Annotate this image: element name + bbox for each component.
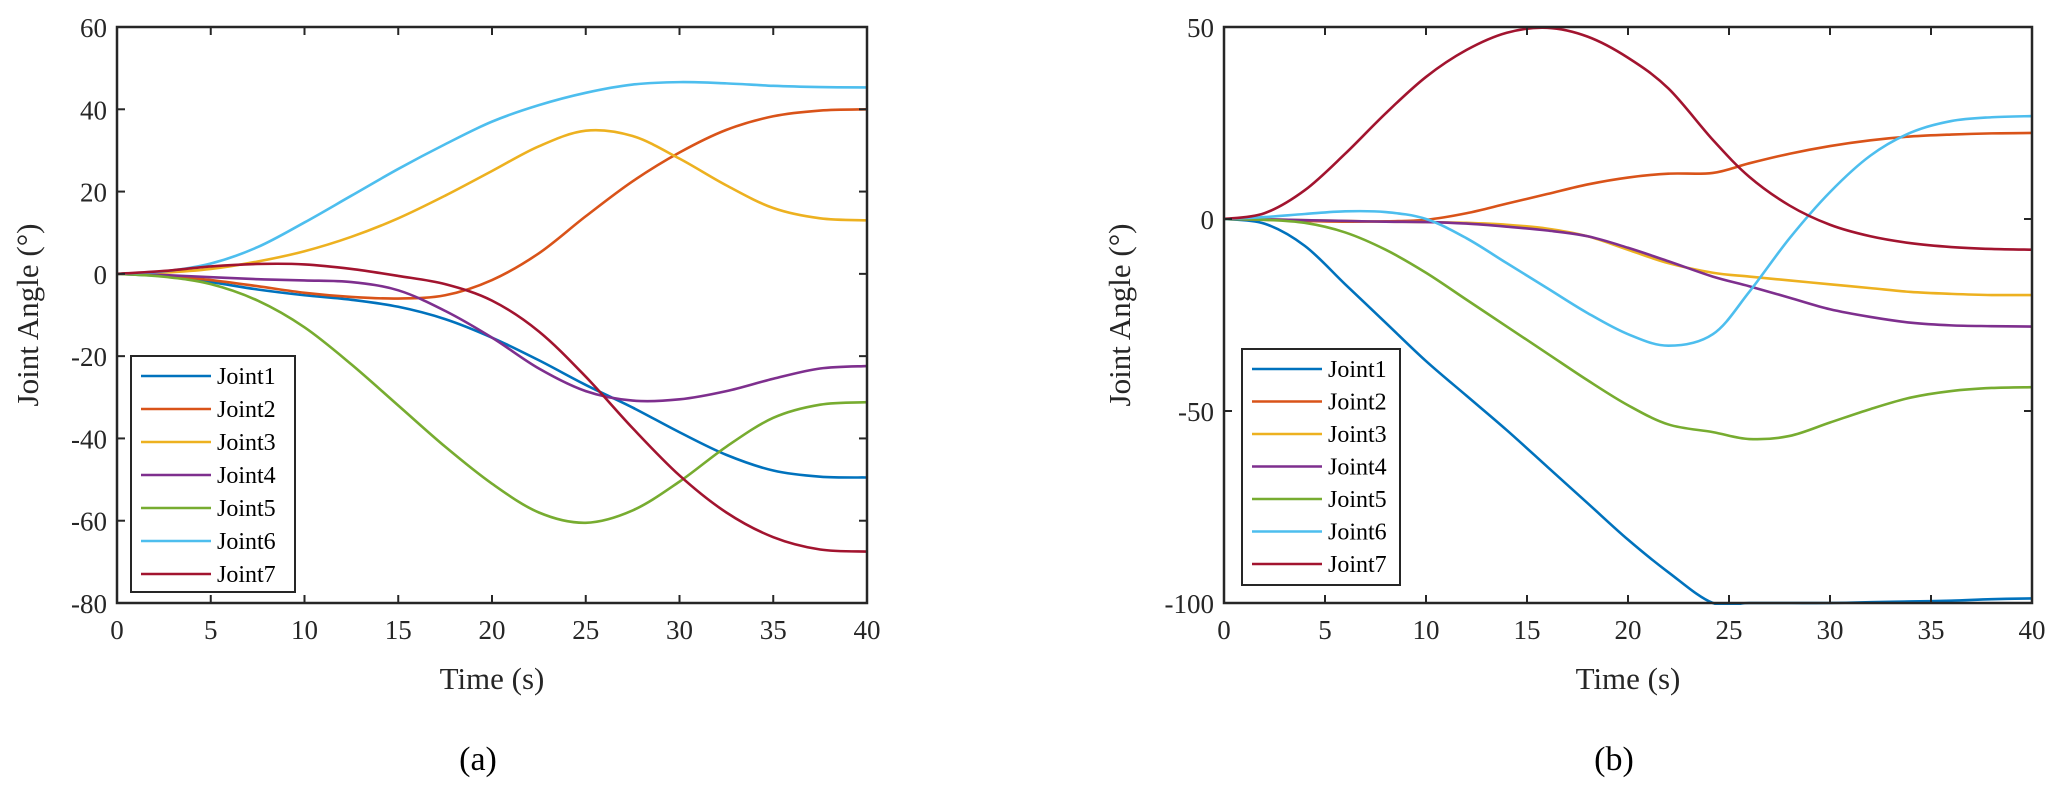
x-tick-label: 10 (291, 615, 318, 645)
legend-label: Joint6 (217, 529, 276, 555)
legend-label: Joint5 (217, 496, 276, 522)
chart-panel-a: 0 5 10 15 20 25 30 35 40 -80 -60 -40 -20 0 20 40 60 Time… (10, 13, 881, 778)
x-axis-label: Time (s) (440, 661, 545, 696)
legend: Joint1 Joint2 Joint3 Joint4 Joint5 Joint6 Join… (130, 355, 296, 593)
series-line-joint3 (117, 128, 867, 276)
legend-label: Joint3 (217, 430, 276, 456)
x-tick-label: 20 (479, 615, 506, 645)
legend-item: Joint3 (141, 430, 276, 456)
axis-ticks (1223, 26, 2033, 604)
x-tick-label: 5 (204, 615, 218, 645)
series-line-joint5 (1224, 217, 2032, 441)
y-tick-label: 50 (1187, 13, 1214, 43)
x-tick-label: 35 (1918, 615, 1945, 645)
series-lines (117, 80, 867, 553)
x-tick-label: 15 (1514, 615, 1541, 645)
series-line-joint6 (117, 80, 867, 276)
tick-labels: 0 5 10 15 20 25 30 35 40 -100 -50 0 50 (1165, 13, 2046, 645)
legend-item: Joint2 (141, 397, 276, 423)
legend: Joint1 Joint2 Joint3 Joint4 Joint5 Joint6 Join… (1241, 348, 1401, 586)
legend-item: Joint6 (1252, 520, 1387, 546)
x-tick-label: 40 (2019, 615, 2046, 645)
panel-caption: (b) (1594, 741, 1634, 778)
y-tick-label: -40 (71, 424, 107, 454)
legend-label: Joint2 (1328, 390, 1387, 416)
legend-label: Joint4 (1328, 455, 1387, 481)
x-tick-label: 15 (385, 615, 412, 645)
y-tick-label: 40 (80, 95, 107, 125)
legend-label: Joint1 (1328, 357, 1387, 383)
y-tick-label: -20 (71, 342, 107, 372)
series-line-joint2 (117, 107, 867, 300)
tick-labels: 0 5 10 15 20 25 30 35 40 -80 -60 -40 -20 0 20 40 60 (71, 13, 881, 645)
x-tick-label: 20 (1615, 615, 1642, 645)
series-line-joint4 (1224, 217, 2032, 328)
legend-label: Joint4 (217, 463, 276, 489)
legend-item: Joint7 (1252, 552, 1387, 578)
chart-panel-b: 0 5 10 15 20 25 30 35 40 -100 -50 0 50 Time (s) Join… (1102, 13, 2046, 778)
series-line-joint5 (117, 272, 867, 525)
series-line-joint2 (1224, 131, 2032, 224)
x-tick-label: 30 (1817, 615, 1844, 645)
x-tick-label: 30 (666, 615, 693, 645)
x-tick-label: 35 (760, 615, 787, 645)
x-axis-label: Time (s) (1576, 661, 1681, 696)
legend-item: Joint4 (141, 463, 276, 489)
y-tick-label: 0 (1201, 205, 1215, 235)
axis-ticks (116, 26, 868, 604)
series-line-joint1 (1224, 217, 2032, 605)
legend-item: Joint5 (141, 496, 276, 522)
legend-item: Joint3 (1252, 422, 1387, 448)
legend-item: Joint1 (141, 364, 276, 390)
panel-caption: (a) (459, 741, 497, 778)
legend-item: Joint6 (141, 529, 276, 555)
x-tick-label: 25 (572, 615, 599, 645)
legend-item: Joint4 (1252, 455, 1387, 481)
x-tick-label: 40 (854, 615, 881, 645)
x-tick-label: 25 (1716, 615, 1743, 645)
legend-label: Joint3 (1328, 422, 1387, 448)
series-lines (1224, 26, 2032, 605)
legend-item: Joint1 (1252, 357, 1387, 383)
x-tick-label: 5 (1318, 615, 1332, 645)
y-tick-label: 60 (80, 13, 107, 43)
x-tick-label: 10 (1413, 615, 1440, 645)
legend-item: Joint2 (1252, 390, 1387, 416)
y-tick-label: 0 (94, 260, 108, 290)
x-tick-label: 0 (110, 615, 124, 645)
legend-label: Joint2 (217, 397, 276, 423)
legend-label: Joint1 (217, 364, 276, 390)
series-line-joint6 (1224, 114, 2032, 348)
y-axis-label: Joint Angle (°) (10, 224, 45, 407)
legend-label: Joint5 (1328, 487, 1387, 513)
x-tick-label: 0 (1217, 615, 1231, 645)
series-line-joint7 (117, 262, 867, 553)
y-tick-label: -100 (1165, 589, 1215, 619)
legend-item: Joint7 (141, 562, 276, 588)
series-line-joint4 (117, 272, 867, 403)
legend-label: Joint7 (1328, 552, 1387, 578)
y-tick-label: -50 (1178, 397, 1214, 427)
legend-label: Joint6 (1328, 520, 1387, 546)
series-line-joint7 (1224, 26, 2032, 252)
legend-item: Joint5 (1252, 487, 1387, 513)
y-tick-label: 20 (80, 178, 107, 208)
y-axis-label: Joint Angle (°) (1102, 224, 1137, 407)
y-tick-label: -80 (71, 589, 107, 619)
legend-label: Joint7 (217, 562, 276, 588)
y-tick-label: -60 (71, 507, 107, 537)
